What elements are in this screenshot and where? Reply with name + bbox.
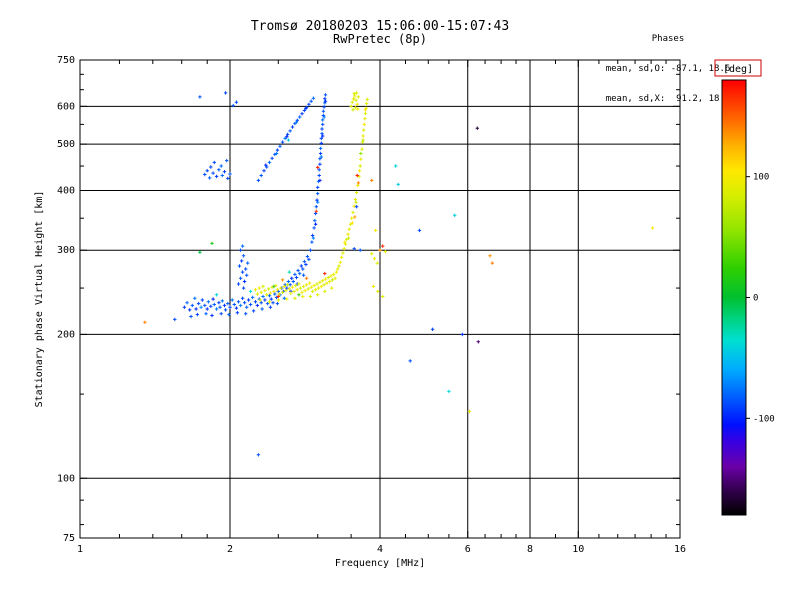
svg-text:100: 100 xyxy=(57,473,75,484)
svg-text:2: 2 xyxy=(227,544,233,555)
svg-text:500: 500 xyxy=(57,139,75,150)
colorbar-label: [deg] xyxy=(723,64,753,75)
colorbar-tick-label: 100 xyxy=(753,173,769,183)
svg-text:6: 6 xyxy=(465,544,471,555)
svg-text:16: 16 xyxy=(674,544,686,555)
colorbar-label-box xyxy=(714,59,762,77)
phase-stats-block: Phases mean, sd,O: -87.1, 18.6 mean, sd,… xyxy=(598,14,738,124)
colorbar-tick-label: -100 xyxy=(753,414,775,424)
points-layer xyxy=(143,91,655,457)
x-axis-title: Frequency [MHz] xyxy=(335,558,425,569)
svg-text:4: 4 xyxy=(377,544,383,555)
phase-stats-o-mode: mean, sd,O: -87.1, 18.6 xyxy=(605,64,731,74)
grid-layer xyxy=(80,60,680,538)
svg-text:400: 400 xyxy=(57,185,75,196)
svg-text:75: 75 xyxy=(63,533,75,544)
plot-title: Tromsø 20180203 15:06:00-15:07:43 xyxy=(250,19,510,34)
colorbar-gradient xyxy=(721,79,747,516)
svg-text:750: 750 xyxy=(57,55,75,66)
y-axis-title: Stationary phase Virtual Height [km] xyxy=(34,191,45,408)
plot-subtitle: RwPretec (8p) xyxy=(333,32,427,46)
phase-stats-header: Phases xyxy=(651,34,685,44)
svg-text:200: 200 xyxy=(57,329,75,340)
svg-text:10: 10 xyxy=(572,544,584,555)
colorbar-tick-label: 0 xyxy=(753,294,758,304)
axis-labels: 1 2 4 6 8 10 16 75 100 200 300 400 500 600 750 Frequenc… xyxy=(34,55,686,569)
axes-layer xyxy=(79,59,681,539)
svg-text:300: 300 xyxy=(57,245,75,256)
svg-text:1: 1 xyxy=(77,544,83,555)
plot-title-block: Tromsø 20180203 15:06:00-15:07:43 RwPret… xyxy=(80,20,680,46)
svg-text:600: 600 xyxy=(57,101,75,112)
phase-stats-x-mode: mean, sd,X: 91.2, 18.4 xyxy=(605,94,731,104)
svg-text:8: 8 xyxy=(527,544,533,555)
colorbar: 100 0 -100 [deg] xyxy=(714,59,775,516)
